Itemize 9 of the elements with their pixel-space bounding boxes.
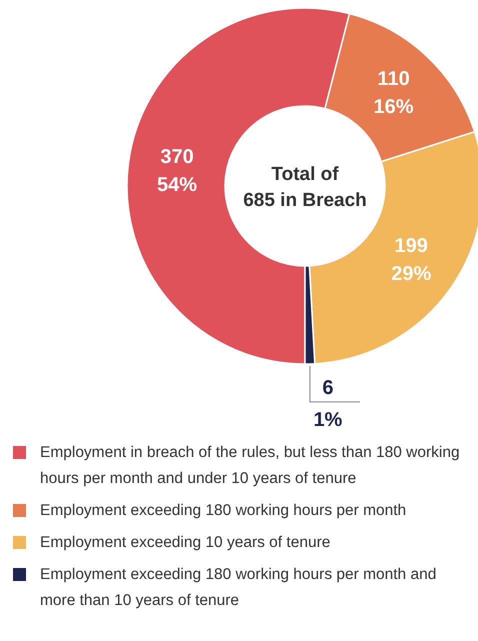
legend-label: Employment exceeding 180 working hours per month and more than 10 years of tenure: [40, 566, 436, 609]
text: Total of 685 in Breach: [243, 164, 367, 211]
legend-label: Employment in breach of the rules, but less than 180 working hours per month and under 10 years of tenure: [40, 444, 460, 487]
data-label: 110 16%: [374, 68, 414, 118]
data-label: 199 29%: [391, 235, 432, 286]
data-label: 370 54%: [157, 146, 198, 196]
data-label: 6 1%: [313, 376, 343, 431]
legend-label: Employment exceeding 180 working hours per month: [40, 502, 406, 519]
legend-label: Employment exceeding 10 years of tenure: [40, 534, 330, 551]
